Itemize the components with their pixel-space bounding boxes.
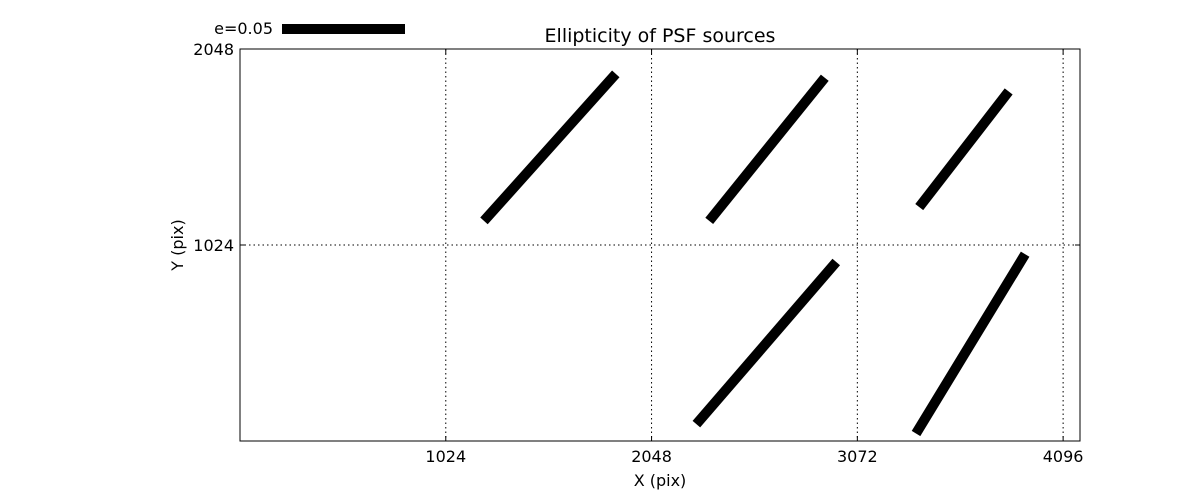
whiskers [480,70,1030,437]
y-tick-label: 1024 [193,236,234,255]
y-axis-label: Y (pix) [168,219,187,271]
ellipticity-whisker [705,74,829,225]
x-axis-label: X (pix) [634,471,687,490]
x-tick-label: 1024 [425,447,466,466]
ellipticity-whisker [911,251,1030,437]
x-tick-label: 4096 [1043,447,1084,466]
x-tick-label: 2048 [631,447,672,466]
ellipticity-whisker [915,88,1013,211]
grid [240,49,1080,441]
scale-bar-legend: e=0.05 [214,19,405,38]
ellipticity-whisker [480,70,620,225]
y-tick-label: 2048 [193,40,234,59]
ellipticity-whisker [692,258,841,428]
x-tick-label: 3072 [837,447,878,466]
axis-ticks: 1024 2048 3072 4096 1024 2048 [193,40,1083,466]
scale-bar-label: e=0.05 [214,19,273,38]
chart-title: Ellipticity of PSF sources [545,25,776,47]
